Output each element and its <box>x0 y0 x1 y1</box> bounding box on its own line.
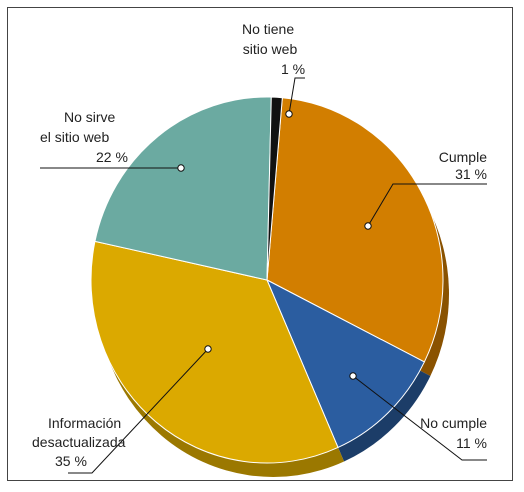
leader-line-cumple <box>367 183 487 227</box>
leader-dot-cumple <box>364 222 372 230</box>
slice-pct-no-sirve: 22 % <box>96 149 128 165</box>
slice-pct-no-cumple: 11 % <box>456 435 487 451</box>
leader-dot-no-tiene-sitio-web <box>285 110 293 118</box>
slice-pct-cumple: 31 % <box>455 166 487 182</box>
leader-line-informacion-desactualizada <box>68 348 209 474</box>
slice-label-no-tiene: No tiene sitio web <box>242 21 298 57</box>
leader-line-no-cumple <box>352 375 487 461</box>
slice-pct-informacion: 35 % <box>55 453 87 469</box>
slice-no-cumple <box>265 278 426 449</box>
slice-no-sirve-el-sitio-web <box>94 96 272 281</box>
slice-cumple <box>266 97 444 363</box>
leader-lines <box>40 77 487 474</box>
slice-label-no-cumple: No cumple <box>420 415 487 431</box>
pie-slices <box>90 96 444 464</box>
slice-label-informacion: Información desactualizada <box>32 415 126 450</box>
slice-pct-no-tiene: 1 % <box>281 61 305 77</box>
leader-dot-no-cumple <box>349 372 357 380</box>
slice-label-cumple: Cumple <box>439 149 487 165</box>
leader-dot-no-sirve-el-sitio-web <box>177 164 185 172</box>
slice-label-no-sirve: No sirve el sitio web <box>40 109 119 145</box>
leader-dot-informacion-desactualizada <box>204 345 212 353</box>
slice-no-tiene-sitio-web <box>266 96 283 281</box>
leader-line-no-tiene-sitio-web <box>288 77 305 115</box>
